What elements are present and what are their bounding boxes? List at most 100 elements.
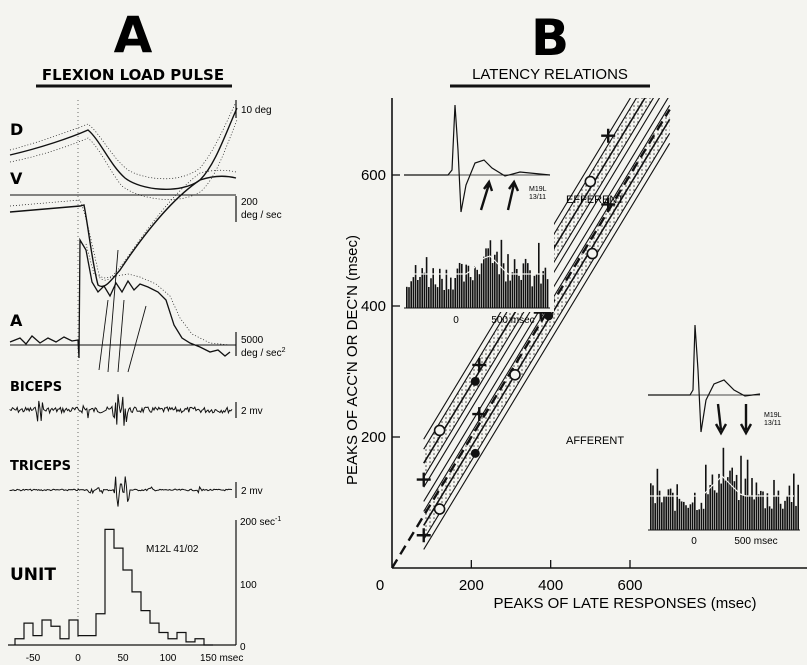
inset-hist-bar — [535, 273, 538, 308]
inset-hist-bar — [687, 507, 689, 530]
filled-circle-marker — [470, 448, 480, 458]
inset-hist-bar — [480, 263, 483, 308]
inset-hist-bar — [676, 484, 678, 530]
x-tick-50: 50 — [117, 653, 129, 664]
inset-hist-bar — [698, 509, 700, 530]
inset-hist-bar — [795, 505, 797, 530]
a-trace — [9, 237, 231, 359]
inset-hist-bar — [465, 264, 467, 308]
inset-hist-bar — [546, 279, 549, 308]
biceps-emg-trace — [9, 394, 233, 426]
trace-label-a: A — [10, 311, 23, 330]
inset-hist-bar — [458, 262, 461, 308]
inset-hist-bar — [724, 480, 727, 530]
inset-hist-bar — [498, 274, 500, 308]
inset-hist-bar — [709, 485, 711, 530]
inset-hist-bar — [685, 505, 687, 530]
inset-hist-bar — [419, 276, 421, 308]
inset-hist-bar — [461, 263, 463, 308]
inset-hist-bar — [478, 274, 481, 308]
x-tick-0: 0 — [75, 653, 81, 664]
inset-hist-bar — [516, 268, 518, 308]
hist-y-tick-mid: 100 — [240, 580, 257, 591]
inset-hist-bar — [476, 269, 478, 308]
afferent-tag-1: M19L — [764, 412, 782, 419]
inset-hist-bar — [733, 481, 736, 530]
inset-hist-bar — [425, 257, 428, 308]
open-circle-marker — [584, 175, 597, 188]
x-tick-neg50: -50 — [26, 653, 41, 664]
inset-hist-bar — [529, 270, 531, 308]
afferent-histogram — [650, 447, 799, 530]
inset-hist-bar — [716, 492, 718, 530]
d-trace-upper-sd — [9, 99, 238, 180]
efferent-tag-1: M19L — [529, 186, 547, 193]
inset-hist-bar — [753, 499, 755, 530]
inset-hist-bar — [414, 265, 417, 308]
inset-hist-bar — [782, 508, 784, 530]
inset-hist-bar — [797, 484, 799, 530]
open-circle-marker — [586, 247, 599, 260]
y-tick-label: 600 — [361, 167, 386, 184]
hist-outline — [14, 528, 213, 646]
inset-hist-bar — [509, 280, 511, 308]
efferent-histogram — [406, 239, 549, 308]
inset-hist-bar — [711, 474, 714, 530]
inset-hist-bar — [408, 287, 410, 308]
inset-hist-bar — [729, 470, 731, 530]
inset-hist-bar — [487, 248, 489, 308]
hist-y-tick-top: 200 sec-1 — [240, 516, 281, 528]
inset-hist-bar — [689, 504, 692, 530]
inset-hist-bar — [439, 268, 441, 308]
inset-hist-bar — [738, 500, 740, 530]
inset-hist-bar — [722, 447, 725, 530]
inset-hist-bar — [430, 278, 432, 308]
inset-hist-bar — [447, 289, 450, 308]
x-tick-label: 600 — [617, 577, 642, 594]
inset-hist-bar — [691, 502, 694, 530]
inset-efferent: M19L 13/11 0 500 msec — [404, 100, 554, 326]
inset-hist-bar — [524, 258, 527, 308]
latency-line-4 — [107, 249, 119, 373]
hist-bin — [33, 636, 42, 645]
inset-hist-bar — [707, 494, 709, 530]
latency-line-2 — [117, 299, 125, 373]
inset-hist-bar — [784, 500, 786, 530]
hist-y-tick-top-text: 200 sec — [240, 517, 275, 528]
hist-bin — [168, 639, 177, 645]
inset-hist-bar — [788, 485, 791, 530]
inset-hist-bar — [658, 490, 661, 530]
hist-x-ticks: -50 0 50 100 150 msec — [26, 653, 244, 664]
inset-hist-bar — [527, 263, 529, 308]
inset-hist-bar — [485, 248, 487, 308]
plus-marker — [472, 357, 487, 372]
inset-hist-bar — [667, 489, 670, 530]
open-circle-marker — [433, 424, 446, 437]
inset-hist-bar — [474, 266, 476, 308]
inset-hist-bar — [452, 289, 454, 308]
triceps-scale-label: 2 mv — [241, 486, 263, 497]
inset-hist-bar — [540, 283, 542, 308]
inset-hist-bar — [445, 269, 448, 308]
hist-bin — [69, 620, 78, 645]
d-trace-lower-sd — [9, 119, 238, 200]
inset-hist-bar — [520, 279, 522, 308]
inset-hist-bar — [412, 277, 415, 308]
inset-hist-bar — [762, 491, 764, 530]
inset-hist-bar — [702, 508, 705, 530]
hist-y-tick-top-sup: -1 — [275, 516, 281, 523]
panel-b-letter: B — [531, 9, 569, 67]
inset-hist-bar — [663, 496, 665, 530]
plus-marker — [601, 128, 616, 143]
inset-hist-bar — [531, 286, 533, 308]
hist-bin — [123, 570, 132, 645]
inset-hist-bar — [434, 284, 437, 308]
inset-hist-bar — [650, 483, 652, 530]
inset-hist-bar — [410, 281, 412, 308]
inset-hist-bar — [771, 508, 773, 530]
inset-hist-bar — [751, 478, 753, 530]
hist-bin — [96, 614, 105, 645]
inset-hist-bar — [669, 488, 672, 530]
afferent-label: AFFERENT — [566, 435, 624, 447]
